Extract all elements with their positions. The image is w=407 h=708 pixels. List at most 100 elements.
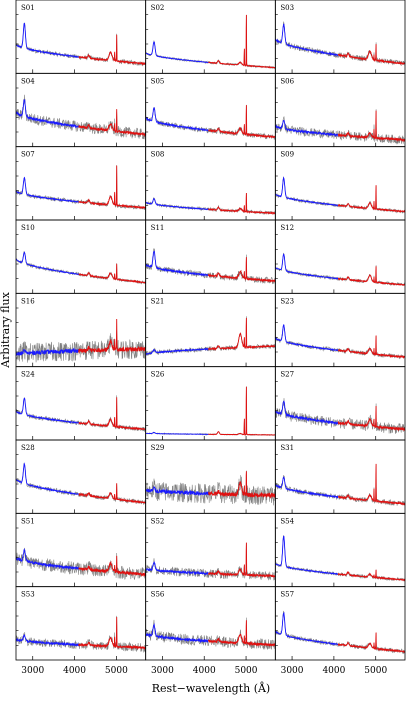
panel-label: S03 [280, 4, 294, 12]
blue-fit-line [274, 400, 339, 426]
x-tick-label: 5000 [235, 666, 258, 676]
red-fit-line [337, 632, 406, 654]
observed-spectrum-line [275, 398, 406, 434]
blue-fit-line [15, 99, 80, 129]
red-fit-line [337, 569, 406, 582]
blue-fit-line [145, 197, 209, 211]
panel-label: S26 [151, 371, 165, 379]
blue-fit-line [274, 611, 339, 646]
blue-fit-line [15, 548, 79, 571]
blue-fit-line [275, 23, 339, 57]
red-fit-line [78, 109, 147, 137]
blue-fit-line [274, 324, 339, 352]
panel-label: S24 [21, 371, 35, 379]
x-tick-label: 3000 [21, 666, 44, 676]
spectrum-panel: S16 [15, 292, 147, 368]
red-fit-line [208, 317, 276, 351]
x-tick-label: 4000 [63, 666, 86, 676]
observed-spectrum-line [275, 610, 406, 655]
spectrum-panel: S53 3000 4000 5000 [15, 586, 147, 676]
panel-label: S29 [151, 444, 165, 452]
spectrum-panel: S10 [15, 219, 147, 294]
blue-fit-line [145, 250, 209, 277]
red-fit-line [208, 14, 276, 69]
observed-spectrum-line [275, 21, 406, 67]
panel-label: S21 [151, 297, 165, 305]
spectrum-panel: S05 [145, 72, 276, 148]
panel-frame [274, 0, 406, 74]
red-fit-line [337, 335, 406, 359]
panel-frame [145, 219, 276, 294]
x-tick-label: 5000 [105, 666, 128, 676]
red-fit-line [78, 555, 147, 578]
panel-label: S12 [280, 224, 294, 232]
panel-frame [274, 366, 406, 441]
x-tick-label: 3000 [151, 666, 174, 676]
spectrum-panel: S54 [274, 512, 406, 588]
panel-frame [145, 439, 276, 514]
observed-spectrum-line [15, 547, 146, 580]
spectrum-panel: S04 [15, 72, 147, 148]
panel-frame [145, 366, 276, 441]
observed-spectrum-line [15, 615, 146, 653]
spectrum-panel: S24 [15, 366, 147, 441]
observed-spectrum-line [15, 251, 146, 285]
red-fit-line [207, 620, 276, 648]
red-fit-line [208, 542, 276, 579]
panel-label: S04 [21, 77, 35, 85]
observed-spectrum-line [145, 104, 276, 141]
spectrum-panel: S28 [15, 439, 147, 514]
spectrum-panel: S03 [274, 0, 406, 74]
observed-spectrum-line [145, 15, 276, 70]
spectrum-panel: S06 [274, 72, 406, 148]
observed-spectrum-line [145, 386, 276, 437]
red-fit-line [78, 318, 147, 354]
red-fit-line [78, 616, 147, 650]
blue-fit-line [145, 107, 209, 132]
spectrum-panel: S52 [145, 512, 276, 588]
blue-fit-line [274, 253, 339, 280]
red-fit-line [78, 483, 147, 505]
red-fit-line [207, 257, 276, 283]
blue-fit-line [15, 176, 79, 203]
blue-fit-line [15, 251, 80, 276]
spectrum-panel: S07 [15, 146, 147, 221]
panel-frame [15, 219, 147, 294]
red-fit-line [337, 185, 406, 213]
blue-fit-line [145, 485, 209, 497]
panel-label: S27 [280, 371, 294, 379]
panel-label: S28 [21, 444, 35, 452]
observed-spectrum-line [15, 330, 146, 363]
x-tick-label: 3000 [281, 666, 304, 676]
panel-label: S11 [151, 224, 165, 232]
panel-frame [15, 146, 147, 221]
blue-fit-line [145, 561, 209, 576]
blue-fit-line [15, 462, 80, 496]
red-fit-line [337, 266, 406, 287]
panel-label: S52 [151, 517, 165, 525]
observed-spectrum-line [145, 617, 276, 650]
x-tick-label: 4000 [322, 666, 345, 676]
blue-fit-line [15, 634, 80, 647]
red-fit-line [337, 110, 406, 143]
spectrum-panel: S09 [274, 146, 406, 221]
panel-label: S23 [280, 297, 294, 305]
spectrum-panel: S23 [274, 292, 406, 368]
observed-spectrum-line [15, 395, 146, 432]
panel-label: S05 [151, 77, 165, 85]
panel-label: S57 [280, 591, 294, 599]
blue-fit-line [275, 535, 339, 576]
red-fit-line [78, 397, 147, 431]
spectrum-panel: S27 [274, 366, 406, 441]
panel-label: S02 [151, 4, 165, 12]
spectrum-panel: S08 [145, 146, 276, 221]
panel-frame [274, 219, 406, 294]
observed-spectrum-line [275, 252, 406, 286]
red-fit-line [208, 105, 276, 139]
observed-spectrum-line [15, 22, 146, 67]
observed-spectrum-line [275, 176, 406, 214]
blue-fit-line [145, 41, 209, 64]
panel-label: S09 [280, 151, 294, 159]
panels-group: S01 S02 S03 S04 S05 S06 S07 S08 S09 S10 S11 S12 S16 S… [15, 0, 406, 676]
panel-label: S54 [280, 517, 294, 525]
